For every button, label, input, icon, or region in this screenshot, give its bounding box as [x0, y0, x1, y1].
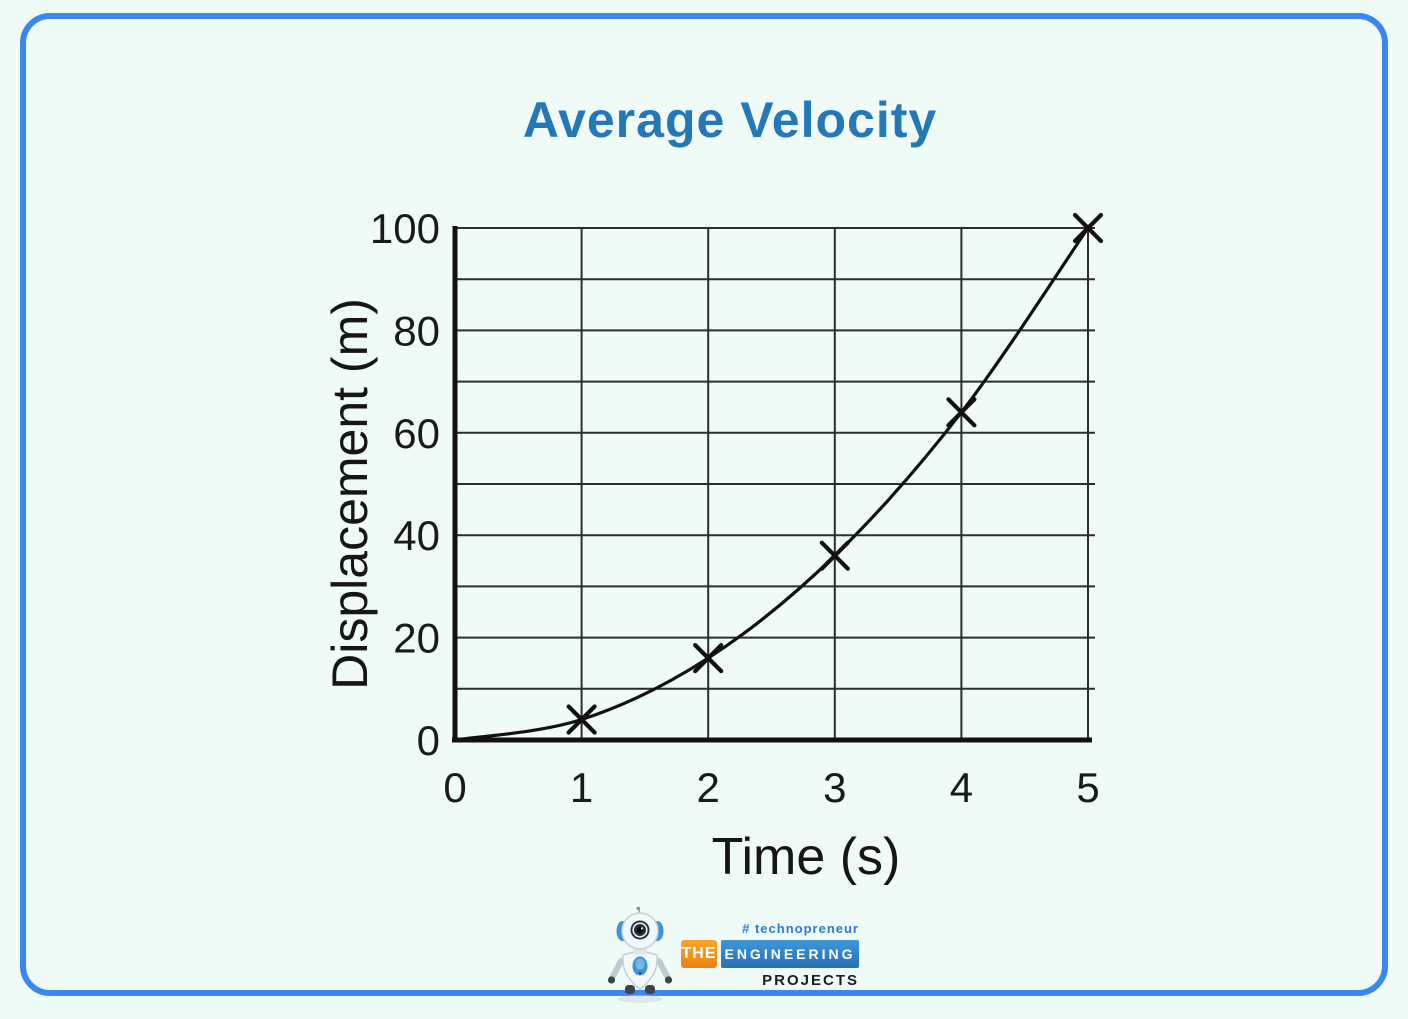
y-tick-label: 20 — [393, 615, 440, 662]
y-tick-label: 0 — [417, 717, 440, 764]
x-tick-label: 5 — [1076, 764, 1099, 811]
y-tick-labels: 0 20 40 60 80 100 — [370, 205, 440, 764]
chart-title: Average Velocity — [522, 92, 938, 148]
axis-lines — [452, 226, 1092, 743]
data-point-markers — [566, 212, 1104, 735]
brand-the-badge: THE — [681, 940, 717, 968]
x-tick-label: 0 — [443, 764, 466, 811]
page-frame: Average Velocity Displacement (m) Time (… — [20, 13, 1388, 1003]
y-tick-label: 40 — [393, 512, 440, 559]
x-axis-label: Time (s) — [711, 828, 901, 886]
brand-projects-label: PROJECTS — [762, 972, 859, 989]
brand-tagline: # technopreneur — [742, 921, 859, 936]
grid-lines — [455, 227, 1095, 740]
x-tick-labels: 0 1 2 3 4 5 — [443, 764, 1099, 811]
x-tick-label: 1 — [570, 764, 593, 811]
robot-mascot-icon — [607, 907, 673, 1003]
x-tick-label: 4 — [950, 764, 973, 811]
x-tick-label: 2 — [697, 764, 720, 811]
y-tick-label: 60 — [393, 410, 440, 457]
y-tick-label: 100 — [370, 205, 440, 252]
y-tick-label: 80 — [393, 307, 440, 354]
x-tick-label: 3 — [823, 764, 846, 811]
brand-row: THE ENGINEERING — [681, 940, 859, 968]
brand-text-block: # technopreneur THE ENGINEERING PROJECTS — [681, 921, 859, 989]
footer-logo: # technopreneur THE ENGINEERING PROJECTS — [601, 907, 859, 1003]
brand-engineering-badge: ENGINEERING — [721, 940, 859, 968]
